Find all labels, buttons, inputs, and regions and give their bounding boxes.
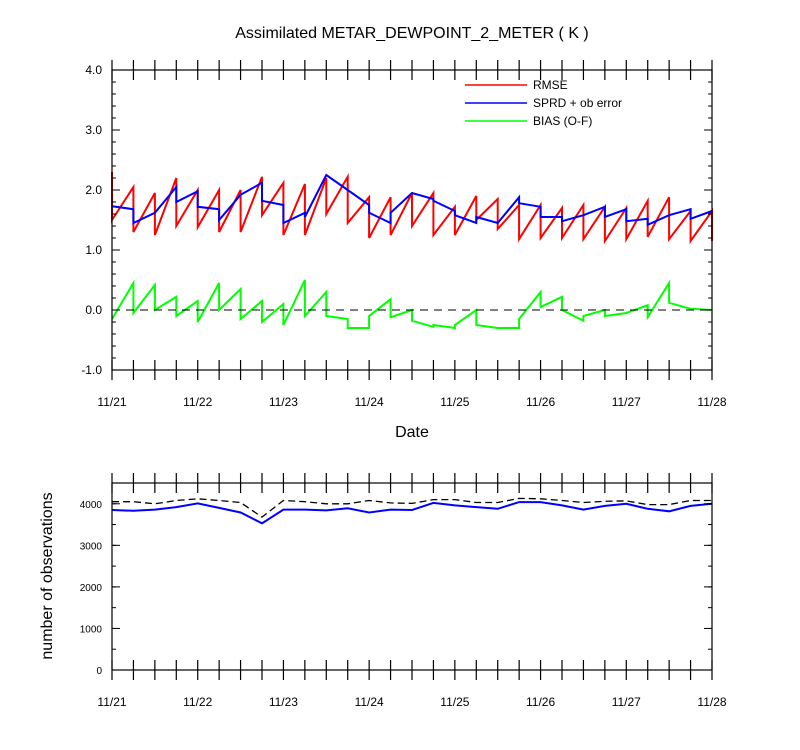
- ytick-label: -1.0: [81, 363, 102, 377]
- xtick-label: 11/24: [355, 395, 384, 409]
- ytick-label: 3000: [80, 541, 103, 552]
- xtick-label: 11/25: [440, 395, 469, 409]
- legend-label-rmse: RMSE: [533, 78, 568, 92]
- bottom-yaxis-label: number of observations: [39, 492, 56, 659]
- xtick-label: 11/23: [269, 395, 298, 409]
- legend: RMSE SPRD + ob error BIAS (O-F): [465, 78, 622, 128]
- bottom-plot-frame: [111, 482, 713, 671]
- top-plot: -1.0 0.0 1.0 2.0 3.0 4.0 11/21 11/22 11/23 11/24…: [81, 60, 727, 441]
- xtick-label: 11/21: [97, 695, 126, 709]
- xtick-label: 11/27: [612, 395, 641, 409]
- xtick-label: 11/21: [97, 395, 126, 409]
- xtick-label: 11/26: [526, 695, 555, 709]
- xtick-label: 11/28: [697, 395, 726, 409]
- series-bias-o-f-line: [111, 279, 713, 330]
- ytick-label: 1000: [80, 624, 103, 635]
- series-assimilated-line: [111, 501, 713, 525]
- ytick-label: 0.0: [85, 303, 102, 317]
- xtick-label: 11/27: [612, 695, 641, 709]
- ytick-label: 2000: [80, 583, 103, 594]
- ytick-label: 0: [96, 666, 102, 677]
- xtick-label: 11/28: [697, 695, 726, 709]
- xtick-label: 11/25: [440, 695, 469, 709]
- legend-label-bias: BIAS (O-F): [533, 114, 592, 128]
- xtick-label: 11/22: [183, 395, 212, 409]
- legend-label-sprd: SPRD + ob error: [533, 96, 622, 110]
- xtick-label: 11/24: [355, 695, 384, 709]
- xtick-label: 11/22: [183, 695, 212, 709]
- xtick-label: 11/26: [526, 395, 555, 409]
- ytick-label: 1.0: [85, 243, 102, 257]
- bottom-plot: 0 1000 2000 3000 4000 11/21 11/22 11/23 11/24 11…: [39, 473, 727, 709]
- xtick-label: 11/23: [269, 695, 298, 709]
- ytick-label: 2.0: [85, 183, 102, 197]
- ytick-label: 3.0: [85, 123, 102, 137]
- ytick-label: 4.0: [85, 63, 102, 77]
- series-sprd-ob-error-line: [111, 173, 713, 227]
- ytick-label: 4000: [80, 500, 103, 511]
- series-possible-line: [112, 497, 712, 518]
- chart-title: Assimilated METAR_DEWPOINT_2_METER ( K ): [235, 25, 589, 42]
- top-xaxis-label: Date: [395, 424, 429, 441]
